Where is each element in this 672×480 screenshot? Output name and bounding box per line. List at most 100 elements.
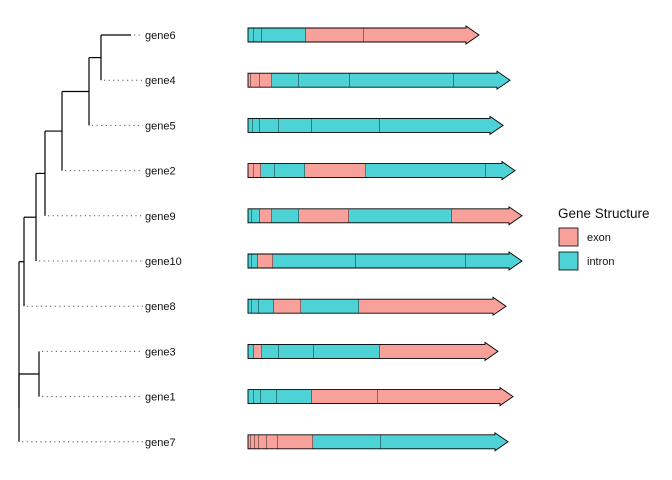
segment-intron <box>273 254 356 268</box>
segment-intron-arrowhead <box>495 432 508 451</box>
segment-intron <box>260 118 279 133</box>
tip-label-gene5: gene5 <box>145 120 176 132</box>
segment-intron <box>279 344 314 359</box>
tip-label-gene8: gene8 <box>145 301 176 313</box>
segment-exon <box>274 299 301 314</box>
segment-intron-arrowhead <box>509 252 522 270</box>
segment-intron <box>312 118 380 133</box>
tip-label-gene2: gene2 <box>145 166 176 178</box>
segment-exon <box>278 434 313 449</box>
gene-track-gene8 <box>247 296 507 317</box>
segment-exon <box>305 163 366 178</box>
gene-outline <box>247 431 509 452</box>
segment-intron <box>253 118 260 133</box>
segment-intron <box>275 163 305 178</box>
segment-exon-arrowhead <box>466 26 479 44</box>
tip-label-gene1: gene1 <box>145 392 176 404</box>
segment-exon <box>259 434 267 449</box>
legend-swatch-exon <box>558 227 579 247</box>
segment-intron <box>350 73 454 88</box>
segment-intron <box>248 254 252 268</box>
segment-intron <box>259 299 274 314</box>
segment-exon <box>258 254 273 268</box>
tip-label-gene3: gene3 <box>145 346 176 358</box>
segment-intron <box>248 118 253 133</box>
segment-intron <box>299 73 350 88</box>
gene-outline <box>247 296 507 317</box>
gene-outline <box>247 25 480 45</box>
segment-intron <box>466 254 509 268</box>
segment-exon <box>251 73 260 88</box>
legend-title: Gene Structure <box>558 206 650 221</box>
segment-intron <box>356 254 466 268</box>
segment-exon <box>255 434 259 449</box>
segment-exon <box>248 73 251 88</box>
segment-intron <box>254 28 262 42</box>
segment-intron <box>248 344 254 359</box>
segment-intron-arrowhead <box>497 71 510 90</box>
segment-exon <box>299 208 349 223</box>
legend-swatch-intron <box>558 251 579 271</box>
phylogenetic-tree <box>18 34 131 442</box>
segment-intron <box>248 389 254 404</box>
gene-track-gene6 <box>247 25 480 45</box>
gene-track-gene5 <box>247 115 504 136</box>
tip-label-gene9: gene9 <box>145 211 176 223</box>
segment-exon <box>452 208 509 223</box>
segment-intron <box>272 208 299 223</box>
gene-track-gene7 <box>247 431 509 452</box>
segment-intron <box>252 208 260 223</box>
gene-track-gene2 <box>247 160 516 181</box>
segment-exon <box>359 299 493 314</box>
gene-track-gene9 <box>247 205 523 226</box>
segment-exon <box>248 434 251 449</box>
segment-intron <box>248 299 252 314</box>
segment-exon-arrowhead <box>485 342 498 361</box>
tip-label-gene7: gene7 <box>145 437 176 449</box>
tip-label-gene4: gene4 <box>145 75 176 87</box>
segment-exon <box>254 344 262 359</box>
segment-intron <box>366 163 486 178</box>
segment-intron <box>486 163 502 178</box>
segment-intron-arrowhead <box>502 161 515 180</box>
segment-intron <box>262 344 279 359</box>
segment-intron <box>261 389 277 404</box>
segment-exon <box>267 434 278 449</box>
segment-intron <box>454 73 497 88</box>
segment-intron <box>261 163 275 178</box>
segment-exon <box>251 434 255 449</box>
segment-exon <box>260 73 272 88</box>
gene-outline <box>247 386 514 407</box>
segment-intron-arrowhead <box>490 116 503 135</box>
segment-exon <box>312 389 378 404</box>
gene-track-gene1 <box>247 386 514 407</box>
segment-intron <box>254 389 261 404</box>
segment-intron <box>252 299 259 314</box>
gene-outline <box>247 160 516 181</box>
segment-exon <box>260 208 272 223</box>
segment-intron <box>262 28 306 42</box>
segment-intron <box>313 434 381 449</box>
segment-intron <box>381 434 495 449</box>
gene-outline <box>247 115 504 136</box>
segment-intron <box>277 389 312 404</box>
segment-exon-arrowhead <box>493 297 506 316</box>
segment-intron <box>301 299 359 314</box>
gene-outline <box>247 205 523 226</box>
gene-outline <box>247 251 523 271</box>
legend-label-exon: exon <box>587 232 611 244</box>
segment-intron <box>380 118 490 133</box>
gene-track-gene10 <box>247 251 523 271</box>
tip-label-gene6: gene6 <box>145 30 176 42</box>
tip-label-gene10: gene10 <box>145 256 182 268</box>
segment-intron <box>252 254 258 268</box>
tip-labels: gene6 gene4 gene5 gene2 gene9 gene10 gene8 gene… <box>22 30 182 449</box>
segment-exon-arrowhead <box>509 206 522 225</box>
segment-intron <box>349 208 452 223</box>
segment-exon <box>248 163 254 178</box>
segment-intron <box>272 73 299 88</box>
legend-label-intron: intron <box>587 256 615 268</box>
legend: Gene Structure exon intron <box>558 206 650 271</box>
segment-exon <box>254 163 261 178</box>
